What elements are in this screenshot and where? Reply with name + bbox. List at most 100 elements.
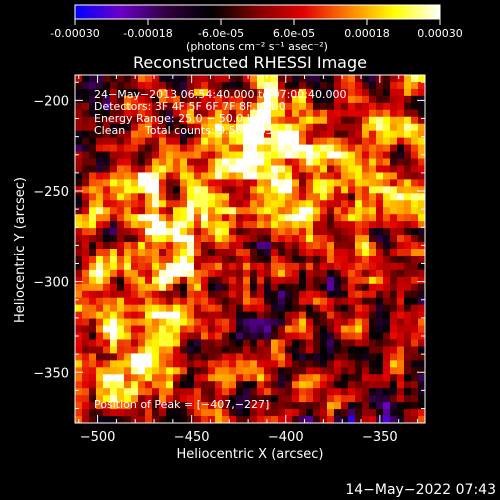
heatmap-cell <box>411 283 419 292</box>
heatmap-cell <box>75 151 83 160</box>
heatmap-cell <box>355 130 363 139</box>
heatmap-cell <box>103 255 111 264</box>
heatmap-cell <box>110 269 118 278</box>
heatmap-cell <box>222 123 230 132</box>
heatmap-cell <box>180 95 188 104</box>
heatmap-cell <box>110 235 118 243</box>
heatmap-cell <box>215 353 223 361</box>
heatmap-cell <box>278 297 286 306</box>
heatmap-cell <box>418 304 425 313</box>
heatmap-cell <box>236 242 244 250</box>
heatmap-cell <box>166 75 174 83</box>
heatmap-cell <box>89 179 97 187</box>
heatmap-cell <box>159 416 167 423</box>
heatmap-cell <box>131 186 139 194</box>
heatmap-cell <box>327 367 335 375</box>
heatmap-cell <box>285 151 293 160</box>
heatmap-cell <box>411 416 419 423</box>
heatmap-cell <box>285 207 293 215</box>
heatmap-cell <box>313 311 321 320</box>
heatmap-cell <box>299 130 307 139</box>
heatmap-cell <box>173 235 181 243</box>
heatmap-cell <box>194 81 202 90</box>
heatmap-cell <box>96 269 104 278</box>
heatmap-cell <box>82 360 90 368</box>
heatmap-cell <box>397 381 405 389</box>
heatmap-cell <box>285 353 293 361</box>
heatmap-cell <box>299 137 307 146</box>
heatmap-cell <box>229 311 237 320</box>
heatmap-cell <box>306 290 314 299</box>
heatmap-cell <box>376 102 384 111</box>
heatmap-cell <box>173 374 181 382</box>
heatmap-cell <box>404 255 412 264</box>
heatmap-cell <box>229 262 237 271</box>
heatmap-cell <box>250 346 258 354</box>
heatmap-cell <box>201 165 209 174</box>
heatmap-cell <box>89 269 97 278</box>
heatmap-cell <box>159 130 167 139</box>
heatmap-cell <box>341 207 349 215</box>
heatmap-cell <box>166 276 174 285</box>
heatmap-cell <box>159 402 167 410</box>
heatmap-cell <box>306 332 314 341</box>
heatmap-cell <box>348 214 356 222</box>
heatmap-cell <box>194 346 202 354</box>
heatmap-cell <box>75 249 83 257</box>
heatmap-cell <box>397 172 405 180</box>
heatmap-cell <box>166 109 174 118</box>
heatmap-cell <box>201 311 209 320</box>
heatmap-cell <box>145 297 153 306</box>
heatmap-cell <box>418 193 425 201</box>
heatmap-cell <box>327 304 335 313</box>
heatmap-cell <box>215 179 223 187</box>
heatmap-cell <box>299 255 307 264</box>
heatmap-cell <box>180 276 188 285</box>
heatmap-cell <box>236 165 244 174</box>
heatmap-cell <box>250 123 258 132</box>
heatmap-cell <box>89 109 97 118</box>
heatmap-cell <box>103 402 111 410</box>
heatmap-cell <box>376 255 384 264</box>
heatmap-cell <box>404 186 412 194</box>
heatmap-cell <box>229 255 237 264</box>
heatmap-cell <box>208 290 216 299</box>
heatmap-cell <box>299 416 307 423</box>
heatmap-cell <box>271 297 279 306</box>
heatmap-cell <box>404 200 412 208</box>
heatmap-cell <box>292 395 300 403</box>
heatmap-cell <box>271 388 279 396</box>
heatmap-cell <box>257 207 265 215</box>
heatmap-cell <box>341 102 349 111</box>
heatmap-cell <box>131 151 139 160</box>
heatmap-cell <box>376 158 384 167</box>
heatmap-cell <box>194 249 202 257</box>
heatmap-cell <box>418 367 425 375</box>
heatmap-cell <box>383 137 391 146</box>
heatmap-cell <box>411 165 419 174</box>
heatmap-cell <box>320 290 328 299</box>
heatmap-cell <box>96 318 104 327</box>
heatmap-cell <box>250 137 258 146</box>
heatmap-cell <box>313 325 321 334</box>
heatmap-cell <box>117 116 125 125</box>
heatmap-cell <box>320 395 328 403</box>
heatmap-cell <box>124 360 132 368</box>
heatmap-cell <box>243 269 251 278</box>
heatmap-cell <box>383 346 391 354</box>
heatmap-cell <box>103 367 111 375</box>
heatmap-cell <box>411 88 419 97</box>
heatmap-cell <box>117 109 125 118</box>
heatmap-cell <box>355 235 363 243</box>
heatmap-cell <box>362 235 370 243</box>
heatmap-cell <box>369 381 377 389</box>
heatmap-cell <box>208 116 216 125</box>
heatmap-cell <box>215 283 223 292</box>
heatmap-cell <box>397 367 405 375</box>
heatmap-cell <box>243 81 251 90</box>
heatmap-cell <box>397 158 405 167</box>
heatmap-cell <box>243 109 251 118</box>
heatmap-cell <box>313 214 321 222</box>
heatmap-cell <box>362 283 370 292</box>
heatmap-cell <box>138 221 146 229</box>
